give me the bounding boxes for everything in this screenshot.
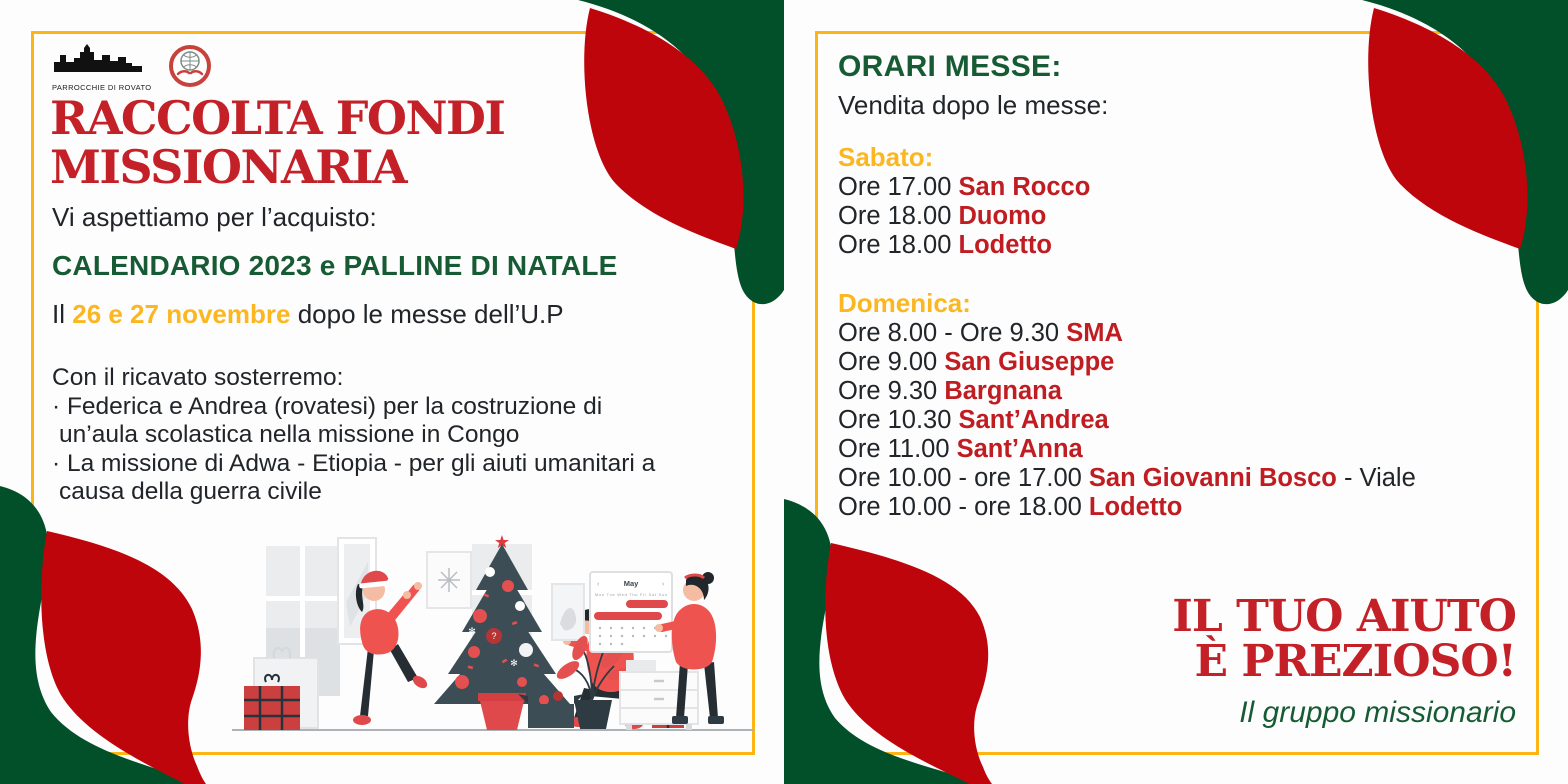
mass-place: Sant’Anna: [956, 435, 1083, 463]
christmas-decorating-illustration: ★ ?: [232, 532, 754, 731]
mass-time: Ore 10.00 - ore 18.00: [838, 493, 1089, 521]
svg-text:✻: ✻: [510, 658, 518, 668]
footer-signature: Il gruppo missionario: [1239, 696, 1516, 729]
mass-row: Ore 10.30 Sant’Andrea: [838, 406, 1416, 435]
bullet-2-line-1: · La missione di Adwa - Etiopia - per gl…: [52, 449, 656, 477]
snowflake-art: [426, 551, 472, 609]
footer-title: IL TUO AIUTO È PREZIOSO!: [1172, 591, 1517, 687]
mass-time: Ore 17.00: [838, 173, 959, 201]
proceeds-block: Con il ricavato sosterremo: · Federica e…: [52, 364, 655, 507]
mass-place: San Giovanni Bosco: [1088, 464, 1337, 492]
sunday-label: Domenica:: [838, 288, 971, 318]
mass-row: Ore 10.00 - ore 17.00 San Giovanni Bosco…: [838, 464, 1416, 493]
wall-calendar: May ‹ › Mon Tue Wed Thu Fri Sat Sun: [589, 571, 673, 653]
calendar-month-label: May: [624, 579, 639, 588]
svg-text:✻: ✻: [468, 626, 476, 636]
mass-row: Ore 11.00 Sant’Anna: [838, 435, 1416, 464]
proceeds-heading: Con il ricavato sosterremo:: [52, 364, 344, 391]
schedule-panel: ORARI MESSE: Vendita dopo le messe: Saba…: [784, 0, 1568, 784]
date-prefix: Il: [52, 299, 73, 329]
mass-row: Ore 9.30 Bargnana: [838, 377, 1416, 406]
mass-row: Ore 18.00 Lodetto: [838, 231, 1090, 260]
title-line-1: RACCOLTA FONDI: [50, 91, 506, 145]
mass-place: SMA: [1066, 319, 1123, 347]
missionary-group-logo: [168, 45, 211, 87]
calendar-days-row: Mon Tue Wed Thu Fri Sat Sun: [595, 592, 667, 597]
gold-border-frame: [815, 31, 1539, 755]
mass-time: Ore 9.30: [838, 377, 945, 405]
tree-star: ★: [494, 532, 510, 552]
fundraiser-panel: PARROCCHIE DI ROVATO RACCOLTA FONDI MISS…: [0, 0, 784, 784]
schedule-heading: ORARI MESSE:: [838, 50, 1062, 83]
mass-row: Ore 18.00 Duomo: [838, 202, 1090, 231]
svg-text:?: ?: [491, 631, 496, 641]
footer-block: IL TUO AIUTO È PREZIOSO! Il gruppo missi…: [1172, 591, 1517, 730]
bullet-1-line-1: · Federica e Andrea (rovatesi) per la co…: [52, 392, 603, 420]
mass-place: San Giuseppe: [944, 348, 1115, 376]
parish-logo-caption: PARROCCHIE DI ROVATO: [52, 83, 152, 92]
open-ornament-box: [518, 691, 584, 728]
intro-text: Vi aspettiamo per l’acquisto:: [52, 202, 377, 232]
sunday-mass-list: Ore 8.00 - Ore 9.30 SMA Ore 9.00 San Giu…: [838, 319, 1416, 522]
footer-title-line-1: IL TUO AIUTO: [1172, 591, 1517, 642]
mass-place: Lodetto: [958, 231, 1052, 259]
saturday-mass-list: Ore 17.00 San Rocco Ore 18.00 Duomo Ore …: [838, 173, 1090, 260]
product-text: CALENDARIO 2023 e PALLINE DI NATALE: [52, 250, 618, 281]
mass-place: Bargnana: [944, 377, 1062, 405]
saturday-label: Sabato:: [838, 142, 934, 172]
mass-time: Ore 18.00: [838, 231, 959, 259]
date-suffix: dopo le messe dell’U.P: [290, 299, 564, 329]
page-title: RACCOLTA FONDI MISSIONARIA: [50, 91, 506, 194]
wall-frame-small: [551, 583, 585, 641]
figure-calendar: [655, 572, 724, 724]
schedule-content: ORARI MESSE: Vendita dopo le messe: Saba…: [784, 0, 1568, 784]
mass-row: Ore 17.00 San Rocco: [838, 173, 1090, 202]
date-highlight: 26 e 27 novembre: [72, 299, 291, 329]
mass-time: Ore 8.00 - Ore 9.30: [838, 319, 1067, 347]
mass-place: Duomo: [958, 202, 1047, 230]
mass-row: Ore 10.00 - ore 18.00 Lodetto: [838, 493, 1416, 522]
mass-time: Ore 10.30: [838, 406, 959, 434]
christmas-tree: ★ ?: [434, 532, 570, 730]
logo-row: PARROCCHIE DI ROVATO: [52, 42, 214, 92]
svg-text:‹: ‹: [597, 581, 600, 588]
mass-place: Lodetto: [1088, 493, 1183, 521]
figure-decorating-top: [353, 570, 428, 725]
parish-logo: PARROCCHIE DI ROVATO: [52, 42, 152, 92]
mass-row: Ore 8.00 - Ore 9.30 SMA: [838, 319, 1416, 348]
bullet-2-line-2: causa della guerra civile: [59, 478, 322, 505]
mass-time: Ore 18.00: [838, 202, 959, 230]
mass-time: Ore 10.00 - ore 17.00: [838, 464, 1089, 492]
gold-border-frame: [31, 31, 755, 755]
mass-time: Ore 11.00: [838, 435, 957, 463]
schedule-subheading: Vendita dopo le messe:: [838, 90, 1109, 120]
gift-boxes-left: [244, 646, 319, 730]
mass-place: Sant’Andrea: [958, 406, 1109, 434]
title-line-2: MISSIONARIA: [50, 140, 408, 194]
footer-title-line-2: È PREZIOSO!: [1194, 636, 1517, 687]
date-text: Il 26 e 27 novembre dopo le messe dell’U…: [52, 299, 564, 330]
fundraiser-content: PARROCCHIE DI ROVATO RACCOLTA FONDI MISS…: [50, 42, 754, 731]
mass-place: San Rocco: [958, 173, 1091, 201]
bullet-1-line-2: un’aula scolastica nella missione in Con…: [59, 421, 520, 448]
svg-text:›: ›: [662, 581, 665, 588]
town-skyline-icon: [54, 44, 142, 72]
mass-time: Ore 9.00: [838, 348, 945, 376]
mass-suffix: - Viale: [1336, 464, 1416, 492]
mass-row: Ore 9.00 San Giuseppe: [838, 348, 1416, 377]
